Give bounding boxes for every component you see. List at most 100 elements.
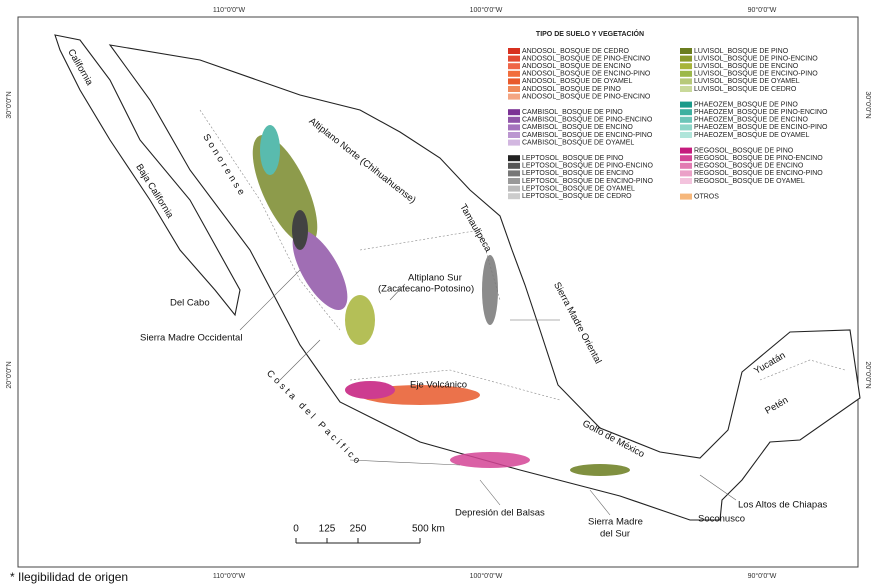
coord-label: 100°0'0"W <box>470 572 503 580</box>
legend-swatch <box>680 70 692 77</box>
legend-label: REGOSOL_BOSQUE DE PINO <box>694 147 794 154</box>
legend-swatch <box>680 170 692 177</box>
legend-swatch <box>680 63 692 70</box>
legend-swatch <box>508 193 520 200</box>
legend-label: PHAEOZEM_BOSQUE DE PINO-ENCINO <box>694 109 828 116</box>
legend-swatch <box>680 78 692 85</box>
coord-label: 20°0'0"N <box>5 361 13 388</box>
footnote: * Ilegibilidad de origen <box>10 570 128 584</box>
legend-swatch <box>680 101 692 108</box>
legend-label: ANDOSOL_BOSQUE DE ENCINO <box>522 63 631 70</box>
legend-label: CAMBISOL_BOSQUE DE OYAMEL <box>522 139 634 146</box>
coord-label: 100°0'0"W <box>470 6 503 14</box>
legend-label: LEPTOSOL_BOSQUE DE CEDRO <box>522 193 632 200</box>
legend-label: PHAEOZEM_BOSQUE DE OYAMEL <box>694 132 810 139</box>
vegetation-patches <box>252 125 630 476</box>
legend-swatch <box>680 147 692 154</box>
legend-swatch <box>508 55 520 62</box>
coord-label: 20°0'0"N <box>864 361 872 388</box>
region-label: Del Cabo <box>170 298 210 309</box>
legend-label: ANDOSOL_BOSQUE DE PINO-ENCINO <box>522 55 651 62</box>
region-label: Sierra Madre Occidental <box>140 333 242 344</box>
legend-swatch <box>680 86 692 92</box>
scale-label: 250 <box>350 524 367 535</box>
legend-swatch <box>680 109 692 116</box>
legend-swatch <box>508 86 520 92</box>
legend-swatch <box>680 124 692 131</box>
legend-swatch <box>508 109 520 116</box>
legend-swatch <box>508 139 520 146</box>
legend-label: LEPTOSOL_BOSQUE DE PINO-ENCINO <box>522 163 654 170</box>
legend-swatch <box>680 155 692 162</box>
legend-label: LEPTOSOL_BOSQUE DE ENCINO-PINO <box>522 178 654 185</box>
region-label: del Sur <box>600 529 630 540</box>
legend-swatch <box>508 48 520 54</box>
scale-label: 0 <box>293 524 299 535</box>
legend-label: LUVISOL_BOSQUE DE PINO <box>694 48 789 55</box>
legend-swatch <box>508 63 520 70</box>
legend-swatch <box>508 185 520 192</box>
legend-label: LUVISOL_BOSQUE DE ENCINO-PINO <box>694 71 818 78</box>
legend-swatch <box>508 78 520 85</box>
legend-swatch <box>508 70 520 77</box>
legend-label: ANDOSOL_BOSQUE DE CEDRO <box>522 48 630 55</box>
legend-label: ANDOSOL_BOSQUE DE OYAMEL <box>522 78 632 85</box>
legend-label: REGOSOL_BOSQUE DE OYAMEL <box>694 178 805 185</box>
legend-label: PHAEOZEM_BOSQUE DE PINO <box>694 101 798 108</box>
region-label: Eje Volcánico <box>410 380 467 391</box>
legend-label: LUVISOL_BOSQUE DE OYAMEL <box>694 78 800 85</box>
coord-label: 110°0'0"W <box>213 6 246 14</box>
legend-swatch <box>508 132 520 138</box>
legend-swatch <box>508 93 520 100</box>
legend-label: PHAEOZEM_BOSQUE DE ENCINO-PINO <box>694 124 828 131</box>
legend-label: LEPTOSOL_BOSQUE DE OYAMEL <box>522 185 635 192</box>
legend-label: CAMBISOL_BOSQUE DE PINO <box>522 109 623 116</box>
legend-label: ANDOSOL_BOSQUE DE ENCINO-PINO <box>522 71 651 78</box>
legend-label: REGOSOL_BOSQUE DE ENCINO <box>694 163 804 170</box>
legend-label: OTROS <box>694 193 719 200</box>
baja-california <box>54 34 241 317</box>
region-label: Los Altos de Chiapas <box>738 500 828 511</box>
region-label: Sierra Madre <box>588 517 643 528</box>
region-boundaries <box>199 109 846 401</box>
legend-label: ANDOSOL_BOSQUE DE PINO-ENCINO <box>522 93 651 100</box>
legend-label: LEPTOSOL_BOSQUE DE PINO <box>522 155 624 162</box>
legend-swatch <box>680 162 692 169</box>
region-label: Altiplano Sur <box>408 273 462 284</box>
legend-label: CAMBISOL_BOSQUE DE PINO-ENCINO <box>522 117 653 124</box>
legend-swatch <box>508 162 520 169</box>
legend-swatch <box>680 132 692 138</box>
legend-label: LUVISOL_BOSQUE DE PINO-ENCINO <box>694 55 818 62</box>
legend-label: LUVISOL_BOSQUE DE CEDRO <box>694 86 797 93</box>
legend-swatch <box>680 116 692 123</box>
legend-swatch <box>680 48 692 54</box>
legend-swatch <box>508 170 520 177</box>
coord-label: 90°0'0"W <box>748 6 777 14</box>
legend-label: REGOSOL_BOSQUE DE ENCINO-PINO <box>694 170 823 177</box>
region-label: (Zacatecano-Potosino) <box>378 284 474 295</box>
legend-swatch <box>680 55 692 62</box>
coord-label: 30°0'0"N <box>5 91 13 118</box>
scale-label: 125 <box>319 524 336 535</box>
legend-label: REGOSOL_BOSQUE DE PINO-ENCINO <box>694 155 823 162</box>
legend-label: LEPTOSOL_BOSQUE DE ENCINO <box>522 170 634 177</box>
legend-swatch <box>508 124 520 131</box>
coord-label: 90°0'0"W <box>748 572 777 580</box>
region-label: Soconusco <box>698 514 745 525</box>
legend-label: CAMBISOL_BOSQUE DE ENCINO <box>522 124 633 131</box>
legend-swatch <box>508 155 520 162</box>
legend-swatch <box>508 116 520 123</box>
leader-lines <box>239 269 737 516</box>
legend-label: LUVISOL_BOSQUE DE ENCINO <box>694 63 799 70</box>
region-label: Depresión del Balsas <box>455 508 545 519</box>
coord-label: 30°0'0"N <box>864 91 872 118</box>
legend-title: TIPO DE SUELO Y VEGETACIÓN <box>536 29 644 38</box>
legend-swatch <box>680 178 692 184</box>
legend-label: PHAEOZEM_BOSQUE DE ENCINO <box>694 117 809 124</box>
legend-label: CAMBISOL_BOSQUE DE ENCINO-PINO <box>522 132 653 139</box>
legend-label: ANDOSOL_BOSQUE DE PINO <box>522 86 621 93</box>
legend-swatch <box>508 178 520 184</box>
scale-label: 500 km <box>412 524 445 535</box>
legend-swatch <box>680 193 692 200</box>
